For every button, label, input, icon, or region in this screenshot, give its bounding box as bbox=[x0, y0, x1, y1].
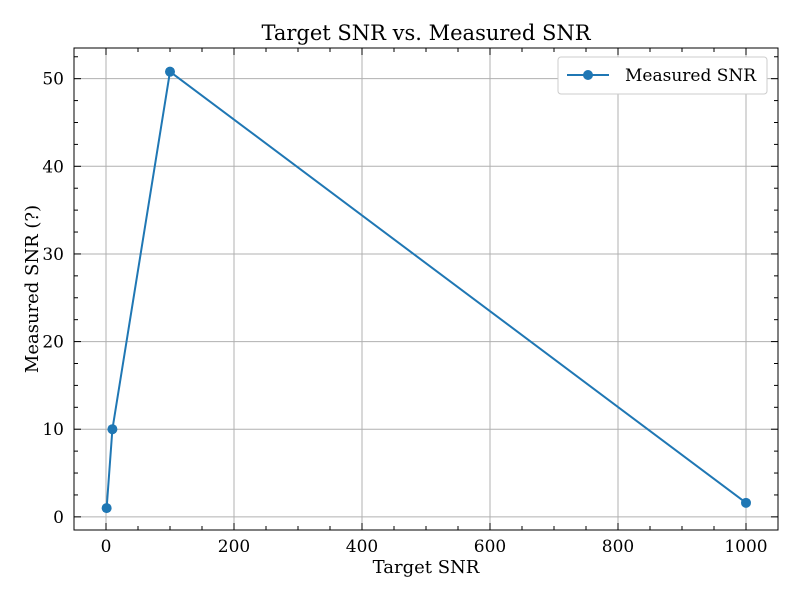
legend-box bbox=[557, 56, 768, 95]
tick-marks bbox=[74, 48, 778, 530]
data-point bbox=[165, 66, 175, 77]
legend: Measured SNR bbox=[557, 56, 768, 95]
legend-label-measured-snr: Measured SNR bbox=[625, 66, 757, 86]
x-axis-label: Target SNR bbox=[373, 557, 480, 578]
data-point bbox=[107, 424, 118, 435]
series-line-measured-snr bbox=[105, 69, 747, 509]
series-layer bbox=[101, 66, 751, 514]
data-point bbox=[101, 503, 112, 514]
data-point bbox=[741, 497, 751, 508]
grid-lines bbox=[74, 48, 778, 530]
x-tick-label: 600 bbox=[474, 537, 506, 557]
y-tick-label: 30 bbox=[42, 245, 64, 265]
x-tick-label: 400 bbox=[346, 537, 378, 557]
chart-title: Target SNR vs. Measured SNR bbox=[261, 21, 591, 45]
x-tick-label: 1000 bbox=[724, 537, 767, 557]
legend-swatch-marker bbox=[583, 70, 593, 80]
x-tick-label: 800 bbox=[602, 537, 634, 557]
y-tick-label: 20 bbox=[42, 333, 64, 353]
y-tick-label: 10 bbox=[42, 420, 64, 440]
y-tick-label: 50 bbox=[42, 70, 64, 90]
y-tick-label: 0 bbox=[53, 508, 64, 528]
y-axis-label: Measured SNR (?) bbox=[22, 205, 43, 373]
tick-labels: 0 200 400 600 800 1000 0 10 20 30 40 50 bbox=[42, 70, 767, 557]
x-tick-label: 0 bbox=[101, 537, 112, 557]
y-tick-label: 40 bbox=[42, 157, 64, 177]
x-tick-label: 200 bbox=[218, 537, 250, 557]
